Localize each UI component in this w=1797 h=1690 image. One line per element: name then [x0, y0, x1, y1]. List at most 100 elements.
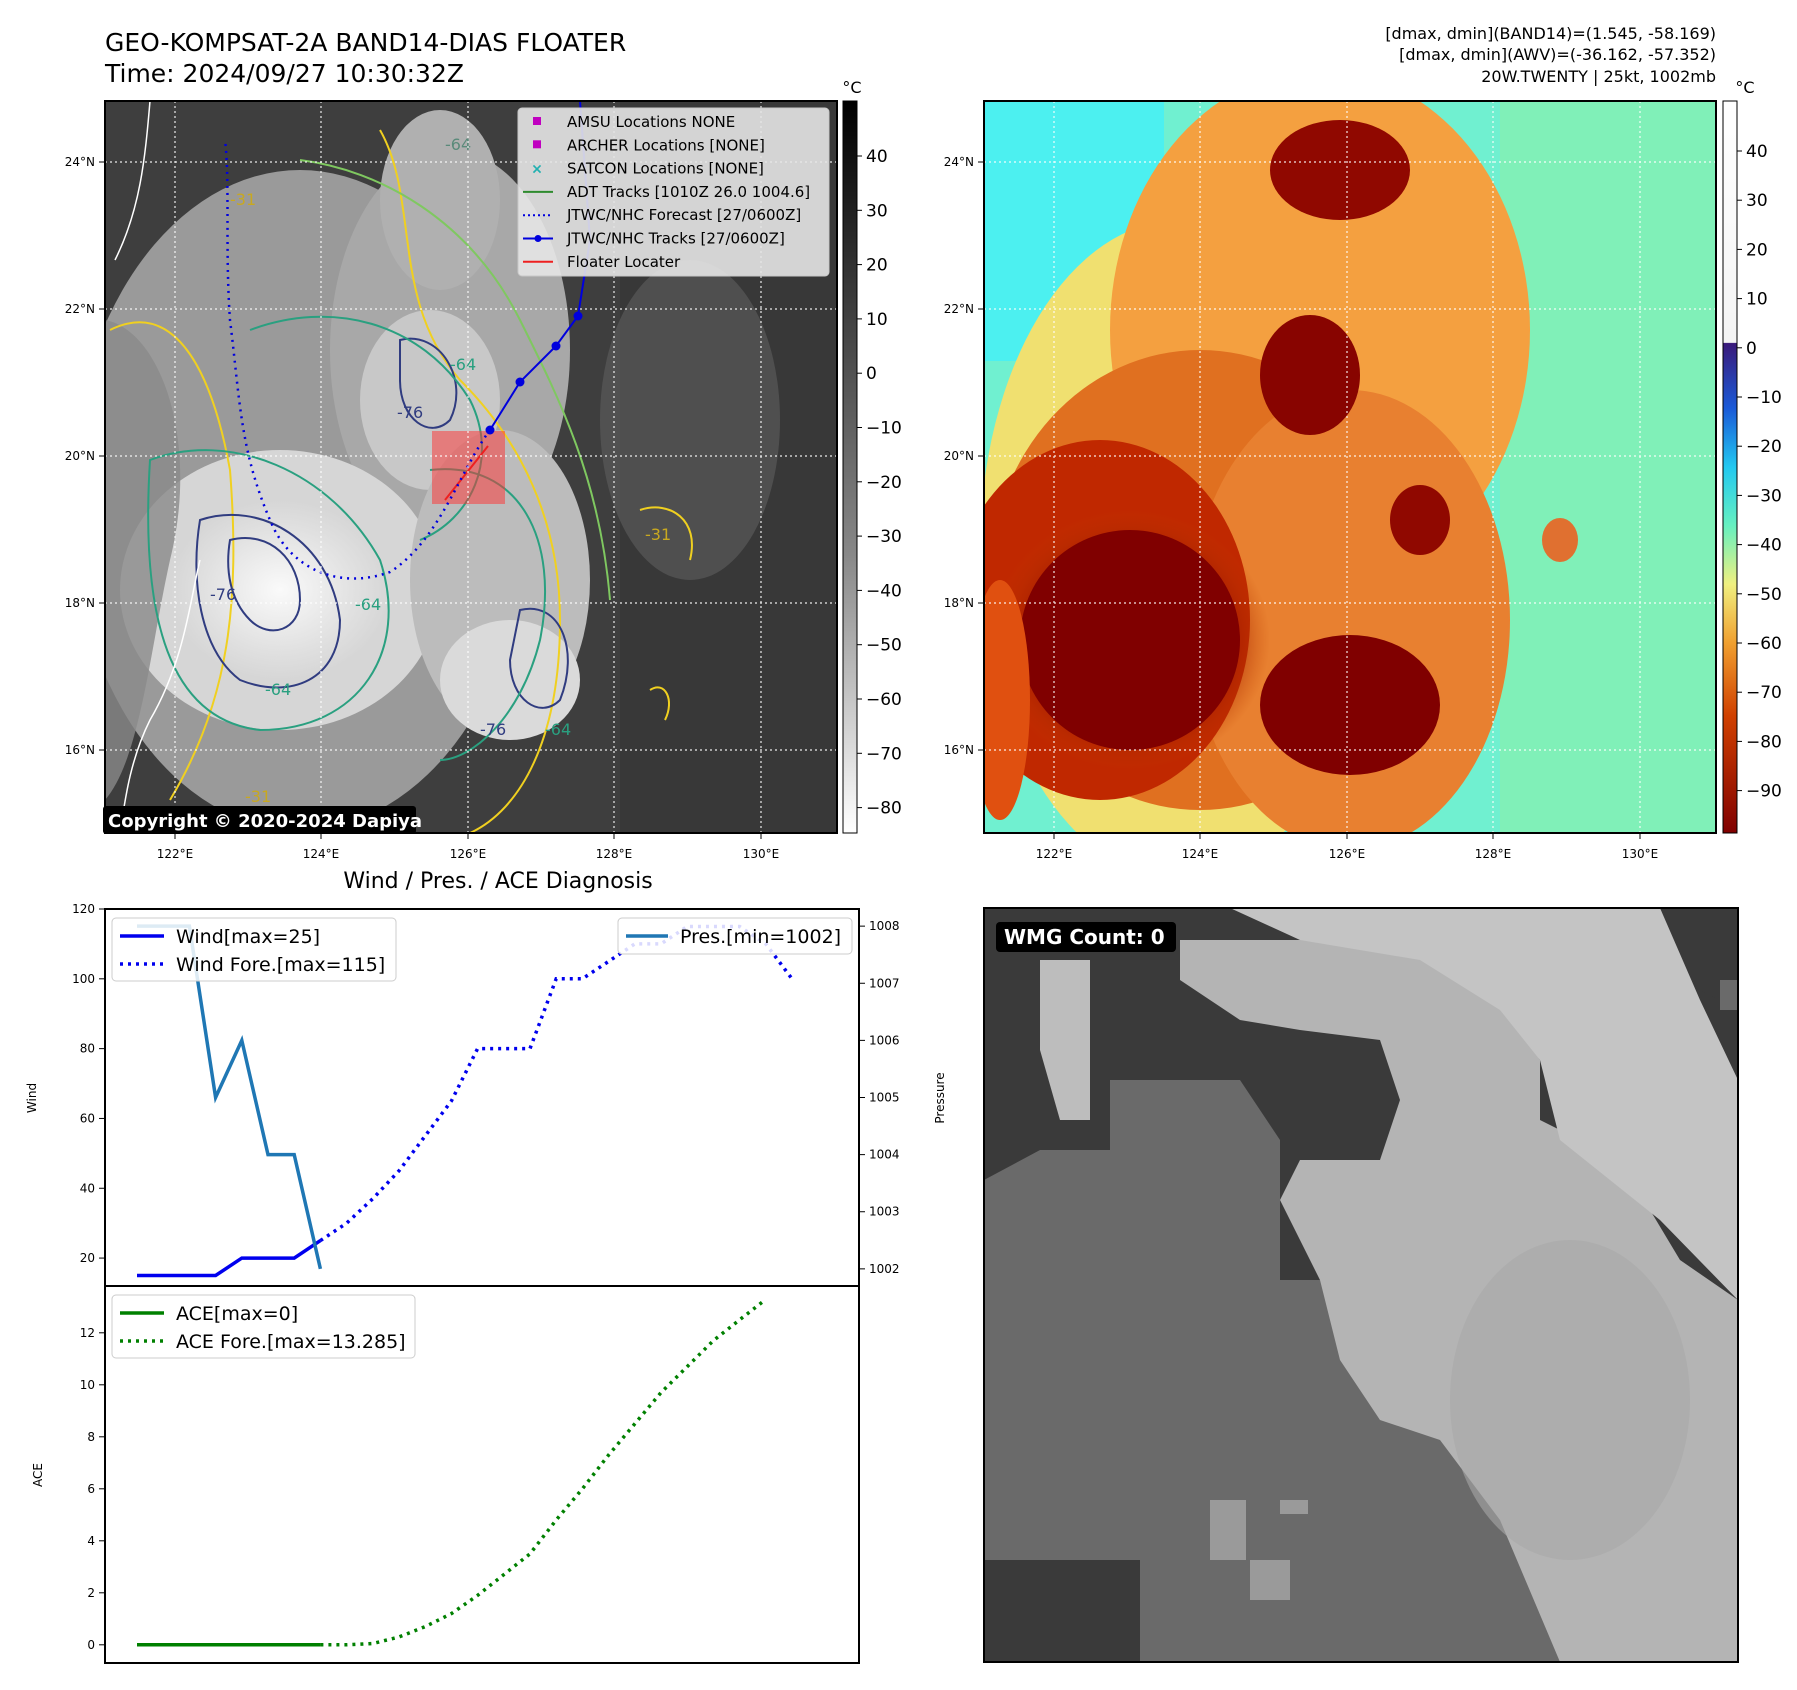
colorbar-right-unit: °C: [1735, 78, 1754, 97]
legend-x-marker: ×: [531, 162, 543, 178]
ace-legend: ACE[max=0] ACE Fore.[max=13.285]: [111, 1294, 416, 1359]
colorbar-right-tick: −30: [1746, 486, 1782, 506]
pres-ytick: 1008: [869, 919, 900, 933]
colorbar-right-tick: −80: [1746, 732, 1782, 752]
legend-ace: ACE[max=0]: [176, 1303, 298, 1325]
colorbar-right-tick: 20: [1746, 240, 1768, 260]
colorbar-left-tick: −80: [866, 799, 902, 819]
colorbar-left-tick: −20: [866, 473, 902, 493]
contour-label: -31: [645, 525, 671, 544]
ace-ytick: 2: [87, 1586, 95, 1600]
diag-title: Wind / Pres. / ACE Diagnosis: [343, 869, 652, 894]
copyright-label: Copyright © 2020-2024 Dapiya: [108, 811, 422, 832]
contour-label: -64: [445, 135, 471, 154]
colorbar-left-tick: 30: [866, 201, 888, 221]
colorbar-right-tick: −40: [1746, 536, 1782, 556]
figure-title: GEO-KOMPSAT-2A BAND14-DIAS FLOATER: [105, 28, 626, 57]
enhanced-map-lon-tick: 122°E: [1036, 847, 1073, 861]
info-storm: 20W.TWENTY | 25kt, 1002mb: [1481, 67, 1716, 86]
enhanced-ir-panel: [983, 100, 1717, 834]
colorbar-left-tick: −50: [866, 636, 902, 656]
pres-ytick: 1002: [869, 1262, 900, 1276]
colorbar-right-tick: 40: [1746, 142, 1768, 162]
ace-panel: 12 10 8 6 4 2 0 ACE ACE[max=0] ACE Fore.[max=1…: [31, 1285, 860, 1664]
wind-forecast-line: [319, 924, 794, 1243]
colorbar-left-tick: −10: [866, 419, 902, 439]
ace-ylabel: ACE: [31, 1463, 45, 1487]
legend-square-marker: [533, 117, 541, 125]
figure-time: Time: 2024/09/27 10:30:32Z: [104, 59, 464, 88]
enhanced-map-lon-tick: 130°E: [1622, 847, 1659, 861]
colorbar-right-tick: 30: [1746, 191, 1768, 211]
contour-label: -76: [397, 403, 423, 422]
legend-pres: Pres.[min=1002]: [680, 926, 841, 948]
ir-map-lon-tick: 128°E: [596, 847, 633, 861]
colorbar-right-tick: −70: [1746, 683, 1782, 703]
legend-label: JTWC/NHC Forecast [27/0600Z]: [566, 206, 801, 224]
enhanced-map-lat-tick: 20°N: [944, 449, 974, 463]
pres-ytick: 1006: [869, 1033, 900, 1047]
ace-ytick: 8: [87, 1430, 95, 1444]
wmg-panel: WMG Count: 0: [983, 907, 1739, 1663]
colorbar-left-tick: 10: [866, 310, 888, 330]
colorbar-left-tick: −60: [866, 690, 902, 710]
pressure-ylabel: Pressure: [933, 1072, 947, 1123]
legend-label: SATCON Locations [NONE]: [567, 160, 764, 178]
colorbar-right-tick: −20: [1746, 437, 1782, 457]
ir-map-lon-tick: 122°E: [157, 847, 194, 861]
pres-ytick: 1003: [869, 1205, 900, 1219]
colorbar-left-tick: 40: [866, 147, 888, 167]
ace-ytick: 10: [80, 1378, 95, 1392]
ace-forecast-line: [320, 1298, 767, 1647]
ir-map-lat-tick: 22°N: [65, 302, 95, 316]
ir-map-lat-tick: 24°N: [65, 155, 95, 169]
contour-label: -31: [245, 787, 271, 806]
colorbar-left-tick: −40: [866, 581, 902, 601]
colorbar-right-tick: −10: [1746, 388, 1782, 408]
colorbar-right-tick: −50: [1746, 585, 1782, 605]
ir-map-lon-tick: 126°E: [450, 847, 487, 861]
colorbar-right-tick: −60: [1746, 634, 1782, 654]
colorbar-left-tick: −30: [866, 527, 902, 547]
pres-ytick: 1007: [869, 976, 900, 990]
contour-label: -76: [480, 720, 506, 739]
pres-legend: Pres.[min=1002]: [617, 917, 853, 955]
enhanced-map-lat-tick: 24°N: [944, 155, 974, 169]
contour-label: -64: [450, 355, 476, 374]
wmg-count-label: WMG Count: 0: [1004, 925, 1165, 949]
colorbar-left-unit: °C: [842, 78, 861, 97]
legend-label: Floater Locater: [567, 253, 681, 271]
ace-ytick: 12: [80, 1326, 95, 1340]
ir-map-lat-tick: 20°N: [65, 449, 95, 463]
wind-ytick: 20: [80, 1251, 95, 1265]
legend-label: AMSU Locations NONE: [567, 113, 735, 131]
enhanced-map-lat-tick: 22°N: [944, 302, 974, 316]
legend-wind-fore: Wind Fore.[max=115]: [176, 954, 385, 976]
colorbar-right-tick: −90: [1746, 782, 1782, 802]
legend-square-marker: [533, 140, 541, 149]
colorbar-right-tick: 10: [1746, 290, 1768, 310]
contour-label: -64: [355, 595, 381, 614]
ace-ytick: 6: [87, 1482, 95, 1496]
legend-label: ARCHER Locations [NONE]: [567, 136, 765, 154]
legend-ace-fore: ACE Fore.[max=13.285]: [176, 1331, 406, 1353]
enhanced-map-lon-tick: 124°E: [1182, 847, 1219, 861]
wind-ytick: 40: [80, 1181, 95, 1195]
wind-ytick: 120: [72, 902, 95, 916]
colorbar-left-tick: 0: [866, 364, 877, 384]
wind-ylabel: Wind: [25, 1083, 39, 1113]
ir-map-lon-tick: 130°E: [743, 847, 780, 861]
ace-ytick: 0: [87, 1638, 95, 1652]
wind-ytick: 80: [80, 1042, 95, 1056]
legend-wind: Wind[max=25]: [176, 926, 320, 948]
enhanced-map-lat-tick: 16°N: [944, 743, 974, 757]
legend-label: ADT Tracks [1010Z 26.0 1004.6]: [567, 183, 810, 201]
wind-line: [137, 1239, 322, 1278]
map-legend: AMSU Locations NONE ARCHER Locations [NON…: [517, 107, 830, 277]
contour-label: -31: [230, 190, 256, 209]
ir-map-lon-tick: 124°E: [303, 847, 340, 861]
colorbar-right: °C 40 30 20 10 0 −10 −20 −30 −40 −50 −60 −70 −80 −90: [1722, 78, 1782, 834]
legend-label: JTWC/NHC Tracks [27/0600Z]: [566, 230, 785, 248]
wind-pres-panel: 120 100 80 60 40 20 1008 1007 1006 1005 1004 1003 1…: [25, 902, 947, 1287]
colorbar-left: °C 40 30 20 10 0 −10 −20 −30 −40 −50 −60 −70 −80: [842, 78, 902, 834]
